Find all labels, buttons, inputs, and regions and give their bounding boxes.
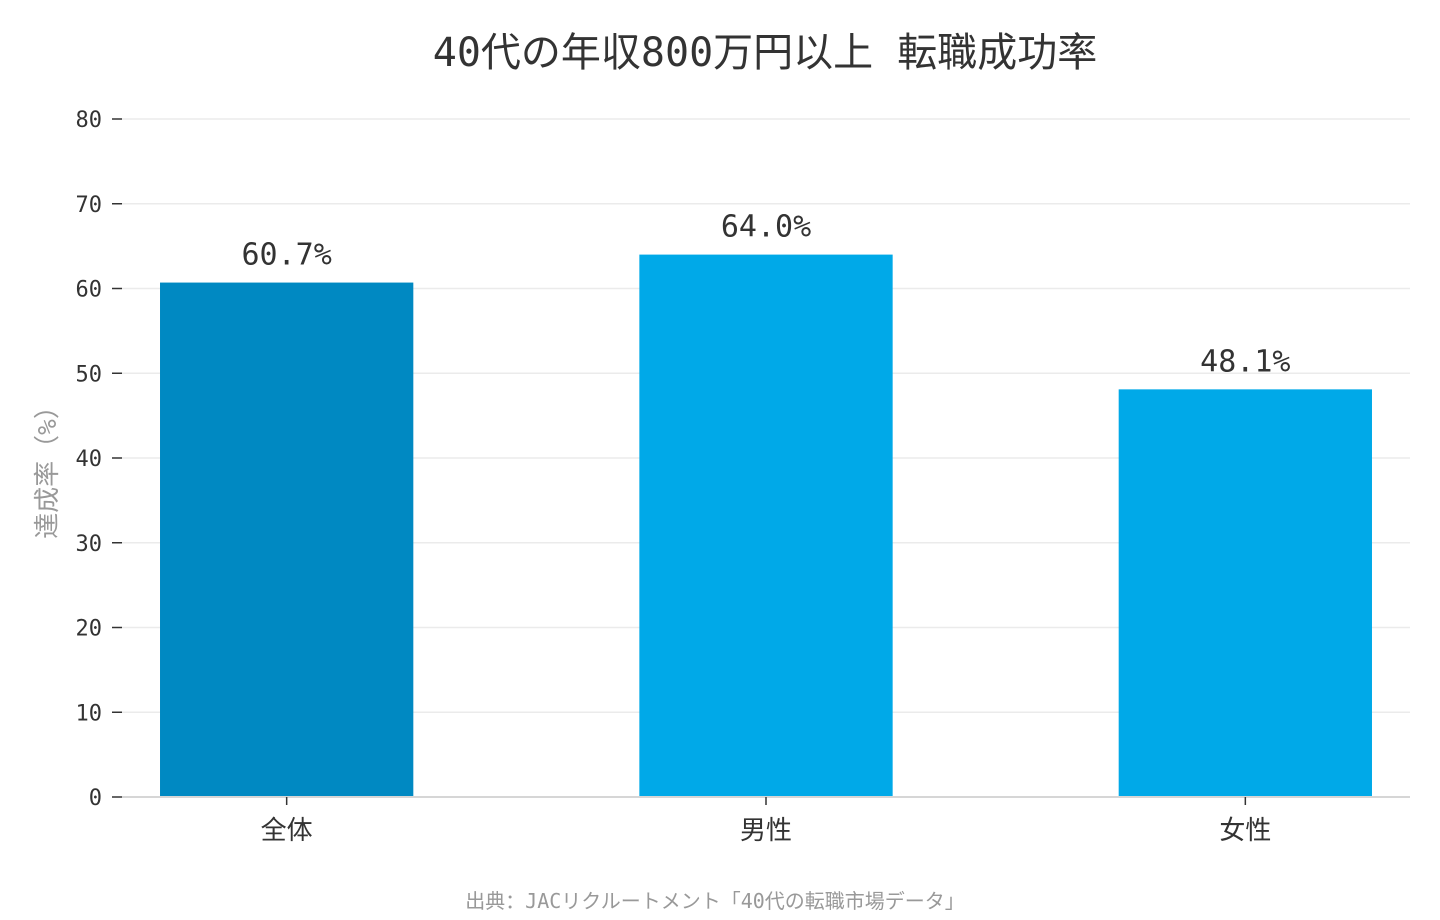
y-tick-label: 10 [76,701,103,726]
x-axis: 全体 男性 女性 [122,796,1410,846]
y-tick-label: 80 [76,108,103,133]
data-label: 60.7% [242,238,332,273]
y-tick-label: 40 [76,447,103,472]
source-note: 出典：JACリクルートメント「40代の転職市場データ」 [465,889,965,913]
y-tick-label: 0 [89,786,102,811]
data-label: 64.0% [721,210,811,245]
x-tick-label: 女性 [1219,816,1271,846]
y-tick-label: 60 [76,278,103,303]
y-tick-label: 50 [76,362,103,387]
y-axis-label: 達成率（%） [33,393,63,539]
bars [160,254,1372,798]
data-labels: 60.7% 64.0% 48.1% [242,210,1291,380]
y-tick-label: 70 [76,193,103,218]
chart-title: 40代の年収800万円以上 転職成功率 [433,30,1098,76]
bar [639,254,893,798]
y-tick-label: 20 [76,617,103,642]
data-label: 48.1% [1200,344,1290,379]
bar [1118,389,1372,797]
y-axis: 0 10 20 30 40 50 60 70 80 [76,108,122,811]
y-tick-label: 30 [76,532,103,557]
x-tick-label: 男性 [740,816,792,846]
x-tick-label: 全体 [261,816,313,846]
bar [160,282,414,797]
